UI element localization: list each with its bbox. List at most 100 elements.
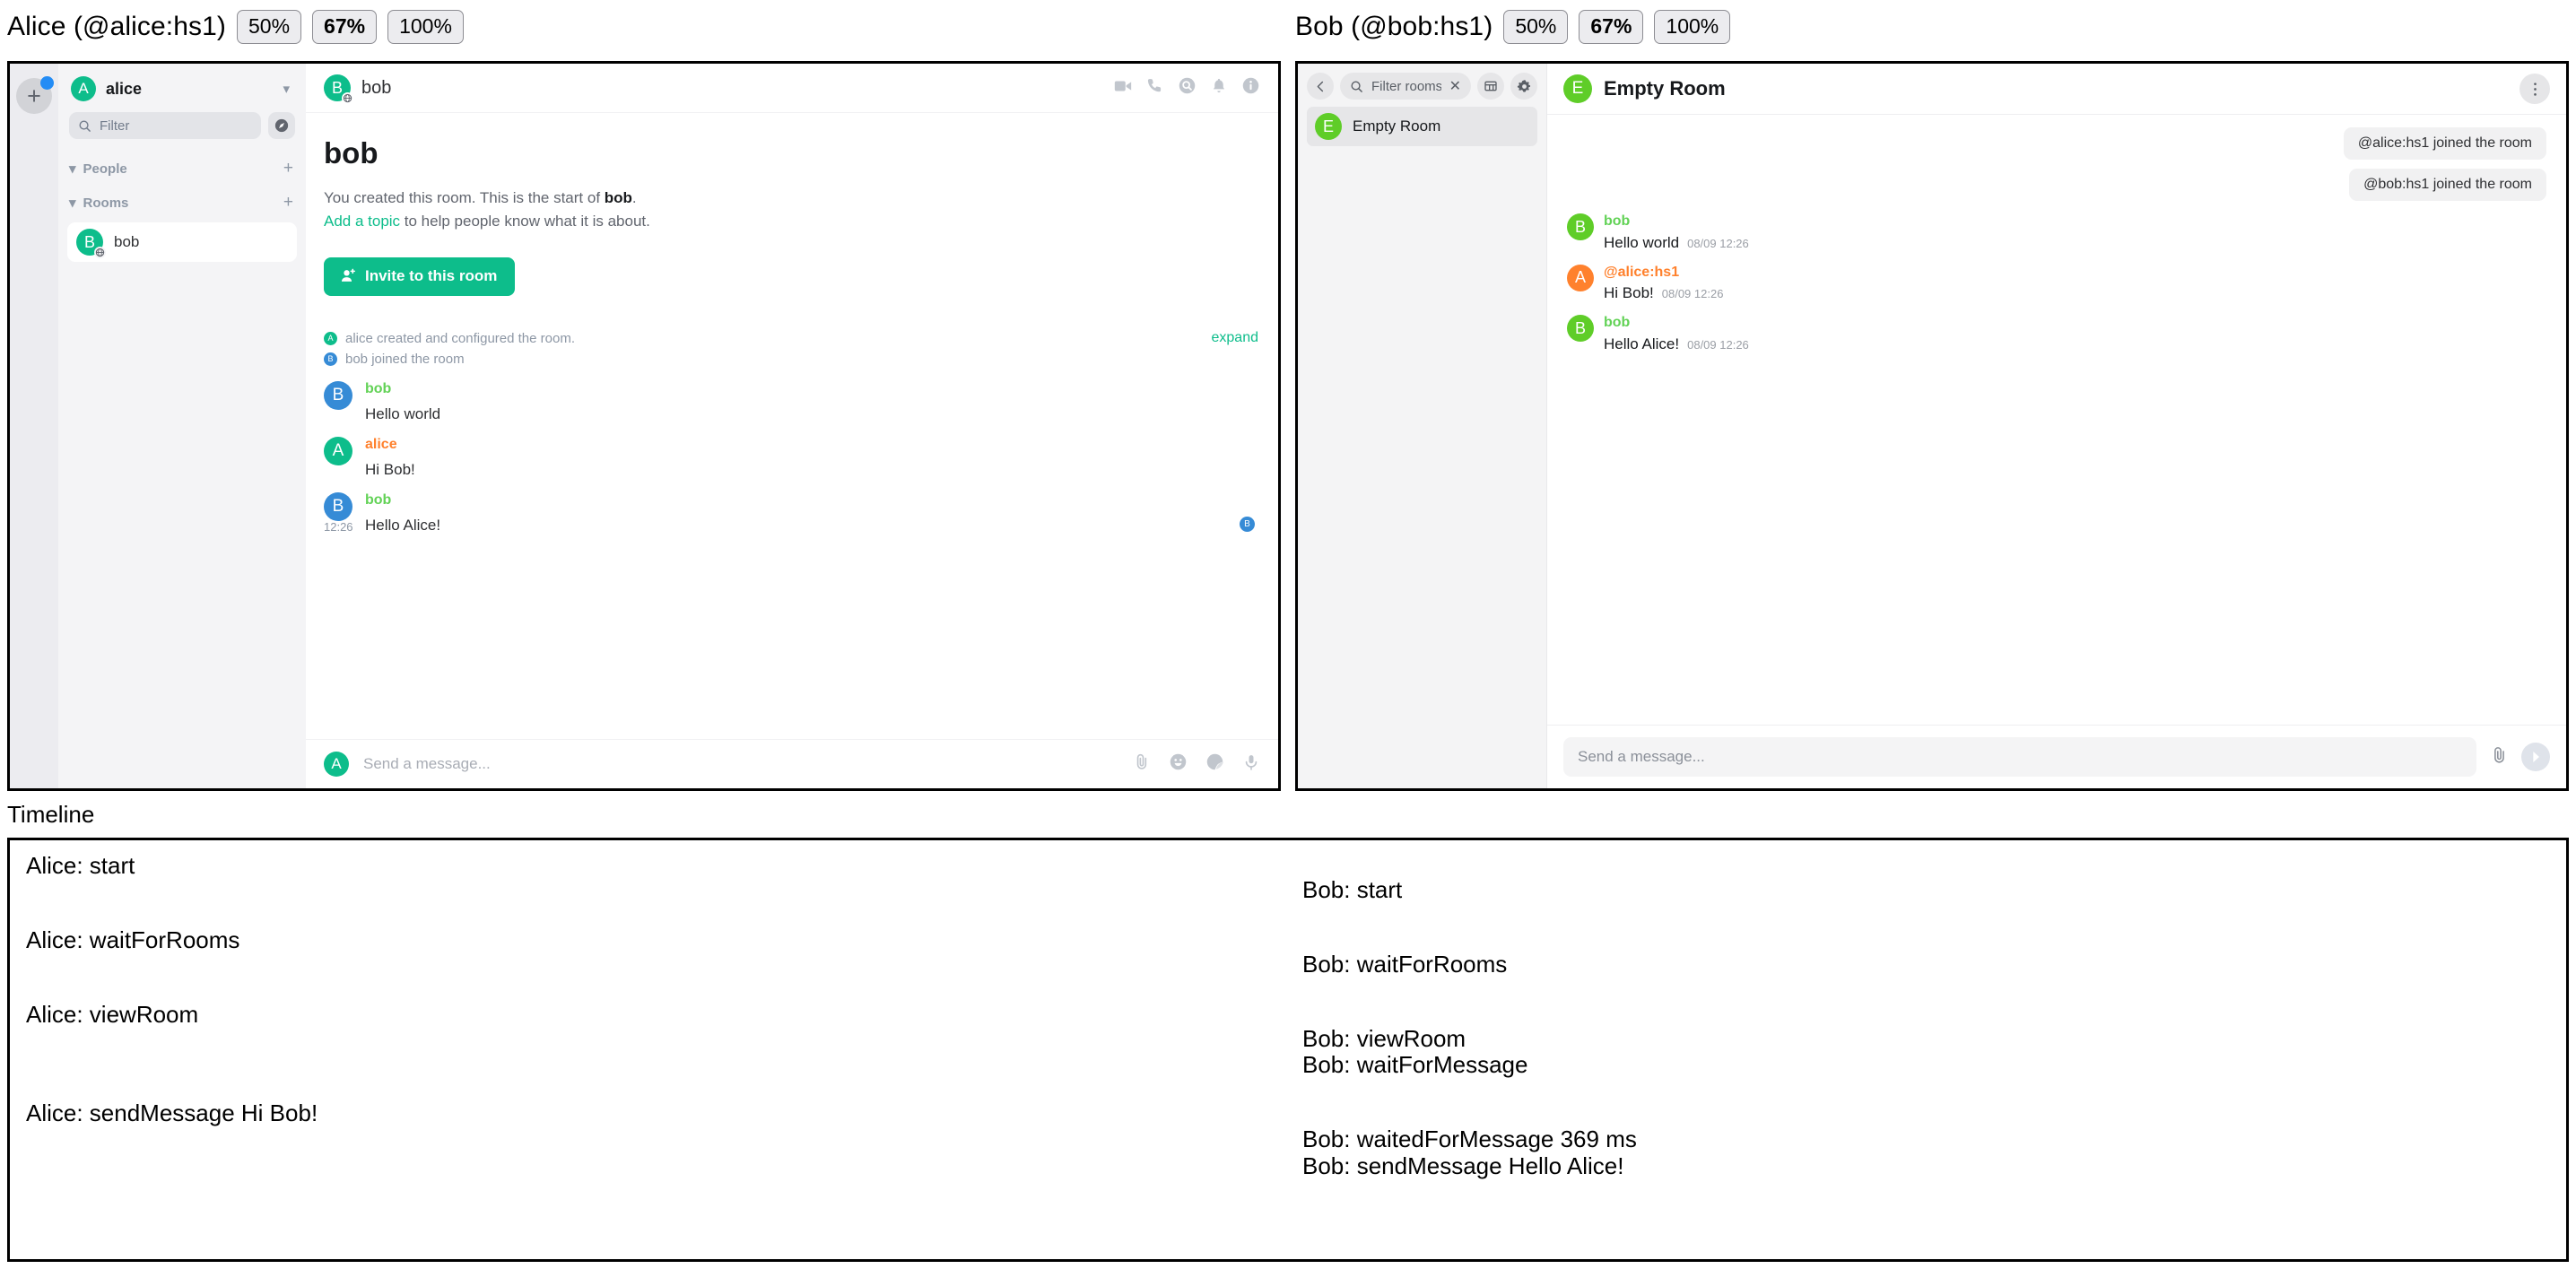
settings-button[interactable] [1510,73,1537,100]
bob-zoom-100[interactable]: 100% [1654,9,1731,45]
avatar: A [71,76,96,101]
invite-to-room-button[interactable]: Invite to this room [324,256,516,296]
intro-room-name: bob [604,189,632,206]
back-button[interactable] [1307,73,1334,100]
sticker-icon[interactable] [1205,752,1224,776]
search-icon [1351,81,1362,92]
message-row: A @alice:hs1 Hi Bob! 08/09 12:26 [1567,264,2546,303]
sidebar-section-people[interactable]: ▾ People + [67,152,297,186]
message-text: Hi Bob! [365,460,415,478]
alice-room-view: B bob [306,64,1278,788]
invite-button-label: Invite to this room [365,266,498,284]
public-room-globe-icon [342,92,353,104]
avatar: B [1567,315,1594,343]
bob-timeline-scroller[interactable]: @alice:hs1 joined the room @bob:hs1 join… [1547,115,2566,725]
add-people-button[interactable]: + [283,159,293,178]
room-intro-line2: Add a topic to help people know what it … [324,210,1260,233]
create-space-button[interactable]: + [16,76,54,114]
avatar: B [324,352,337,366]
timeline-spacer [26,903,1290,927]
timeline-spacer [1302,853,2566,877]
alice-client-panel: + A alice ▾ Filter [7,61,1281,791]
message-sender: bob [365,491,392,508]
alice-zoom-67[interactable]: 67% [312,9,378,45]
sidebar-section-rooms[interactable]: ▾ Rooms + [67,186,297,220]
voice-message-icon[interactable] [1242,753,1260,776]
message-text: Hello world [1604,233,1680,251]
timeline-box: Alice: start Alice: waitForRooms Alice: … [7,838,2569,1262]
section-label: Rooms [83,195,129,211]
message-input-placeholder: Send a message... [1578,748,1705,765]
avatar: A [324,752,349,777]
notification-dot-icon [40,76,54,90]
room-header-actions [1113,76,1260,100]
avatar: A [324,436,352,465]
message-sender: alice [365,436,397,452]
grid-layout-icon [1484,81,1497,91]
avatar-wrapper: B [76,229,106,258]
expand-events-link[interactable]: expand [1211,329,1259,345]
clear-x-icon[interactable]: ✕ [1449,79,1461,94]
alice-composer: A Send a message... [306,739,1278,788]
message-sender: bob [1604,315,1631,331]
message-timestamp: 08/09 12:26 [1661,287,1724,301]
emoji-icon[interactable] [1169,752,1188,776]
room-filter-placeholder: Filter [100,117,130,134]
alice-timeline-scroller[interactable]: bob You created this room. This is the s… [306,113,1278,739]
room-filter-input[interactable]: Filter rooms... ✕ [1340,73,1471,100]
read-receipt-avatar[interactable]: B [1240,516,1255,532]
sidebar-room-item-bob[interactable]: B bob [67,222,297,262]
bob-zoom-50[interactable]: 50% [1503,9,1569,45]
gear-icon [1517,79,1530,92]
announcement-text: @alice:hs1 joined the room [2343,127,2546,160]
avatar: A [1567,264,1594,291]
bob-zoom-67[interactable]: 67% [1579,9,1644,45]
voice-call-icon[interactable] [1146,77,1164,100]
send-button[interactable] [2521,743,2550,771]
intro-text-pre: You created this room. This is the start… [324,189,605,206]
avatar: B [1567,213,1594,240]
room-intro-title: bob [324,136,379,169]
message-input[interactable]: Send a message... [363,755,491,772]
alice-space-rail: + [10,64,58,788]
attachment-icon[interactable] [1132,752,1151,776]
timeline-spacer [1302,903,2566,927]
chevron-down-icon: ▾ [283,82,290,97]
message-row: B bob Hello Alice! 08/09 12:26 [1567,315,2546,353]
back-chevron-icon [1317,81,1323,91]
add-topic-link[interactable]: Add a topic [324,213,401,230]
event-text: alice created and configured the room. [345,330,575,346]
message-sender: bob [1604,213,1631,229]
search-icon[interactable] [1178,76,1197,100]
more-options-button[interactable] [2519,74,2550,104]
explore-rooms-button[interactable] [268,112,295,139]
timeline-line: Bob: waitedForMessage 369 ms [1302,1126,1637,1153]
announcement-row: @bob:hs1 joined the room [1567,169,2546,201]
timeline-line: Alice: start [26,852,135,879]
message-row: B bob Hello Alice! 12:26 B [324,481,1260,536]
alice-filter-row: Filter [67,112,297,152]
intro-text-post: . [631,189,637,206]
timeline-section-label: Timeline [7,801,95,828]
avatar: A [324,331,337,345]
timeline-spacer [1302,1002,2566,1026]
sidebar-room-item-empty-room[interactable]: E Empty Room [1307,107,1537,146]
add-room-button[interactable]: + [283,193,293,212]
message-text: Hi Bob! [1604,284,1654,302]
notifications-bell-icon[interactable] [1210,77,1228,100]
alice-account-menu[interactable]: A alice ▾ [67,64,297,112]
message-input[interactable]: Send a message... [1563,737,2476,777]
grid-layout-button[interactable] [1477,73,1504,100]
bob-room-view: E Empty Room @alice:hs1 joined the room [1547,64,2566,788]
room-filter-input[interactable]: Filter [69,112,261,139]
video-call-icon[interactable] [1113,76,1133,100]
alice-sidebar: A alice ▾ Filter [58,64,306,788]
timeline-spacer [26,879,1290,903]
room-title: Empty Room [1604,77,1726,100]
message-timestamp: 12:26 [324,519,353,534]
attachment-icon[interactable] [2489,745,2509,769]
room-info-icon[interactable] [1241,76,1260,100]
alice-zoom-50[interactable]: 50% [237,9,302,45]
alice-zoom-100[interactable]: 100% [387,9,464,45]
